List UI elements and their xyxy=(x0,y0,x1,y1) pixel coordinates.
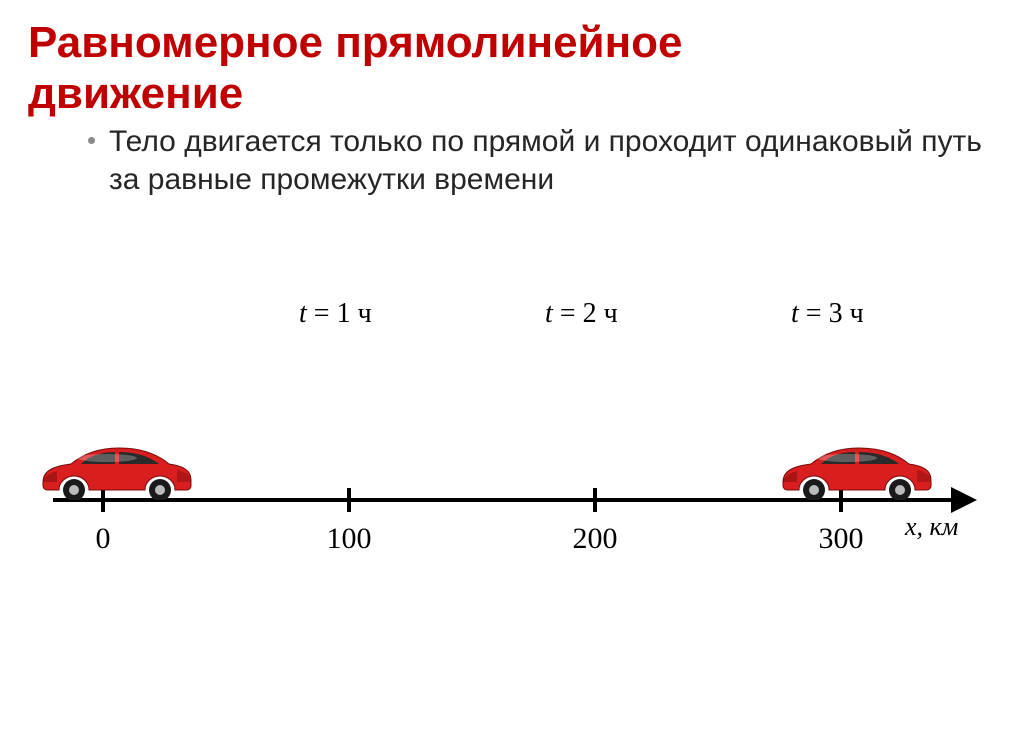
bullet-text: Тело двигается только по прямой и проход… xyxy=(109,123,998,198)
x-axis-arrow-icon xyxy=(951,487,977,513)
axis-tick-label: 300 xyxy=(819,522,864,556)
motion-diagram: t = 1 ч t = 2 ч t = 3 ч 0 100 200 300 x, км xyxy=(43,268,983,628)
car-icon xyxy=(777,440,935,500)
time-label-2: t = 2 ч xyxy=(545,298,618,330)
axis-tick-label: 100 xyxy=(327,522,372,556)
axis-tick-label: 0 xyxy=(96,522,111,556)
x-axis-label: x, км xyxy=(905,512,958,542)
time-label-1: t = 1 ч xyxy=(299,298,372,330)
car-icon xyxy=(37,440,195,500)
title-line-2: движение xyxy=(28,69,998,120)
time-label-3: t = 3 ч xyxy=(791,298,864,330)
bullet-item: Тело двигается только по прямой и проход… xyxy=(28,119,998,198)
bullet-dot-icon xyxy=(88,137,95,144)
axis-tick-label: 200 xyxy=(573,522,618,556)
axis-tick xyxy=(593,488,597,512)
axis-tick xyxy=(347,488,351,512)
title-line-1: Равномерное прямолинейное xyxy=(28,18,998,69)
